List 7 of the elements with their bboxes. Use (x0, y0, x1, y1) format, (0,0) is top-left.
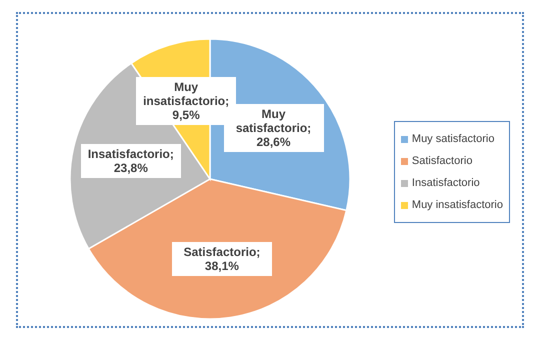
legend-label: Insatisfactorio (412, 176, 480, 191)
data-label: Satisfactorio; 38,1% (172, 242, 272, 276)
data-label: Muy satisfactorio; 28,6% (236, 107, 312, 150)
legend-label: Satisfactorio (412, 154, 472, 169)
data-label: Insatisfactorio; 23,8% (80, 144, 181, 178)
legend-label: Muy satisfactorio (412, 132, 494, 147)
legend-label: Muy insatisfactorio (412, 198, 503, 213)
